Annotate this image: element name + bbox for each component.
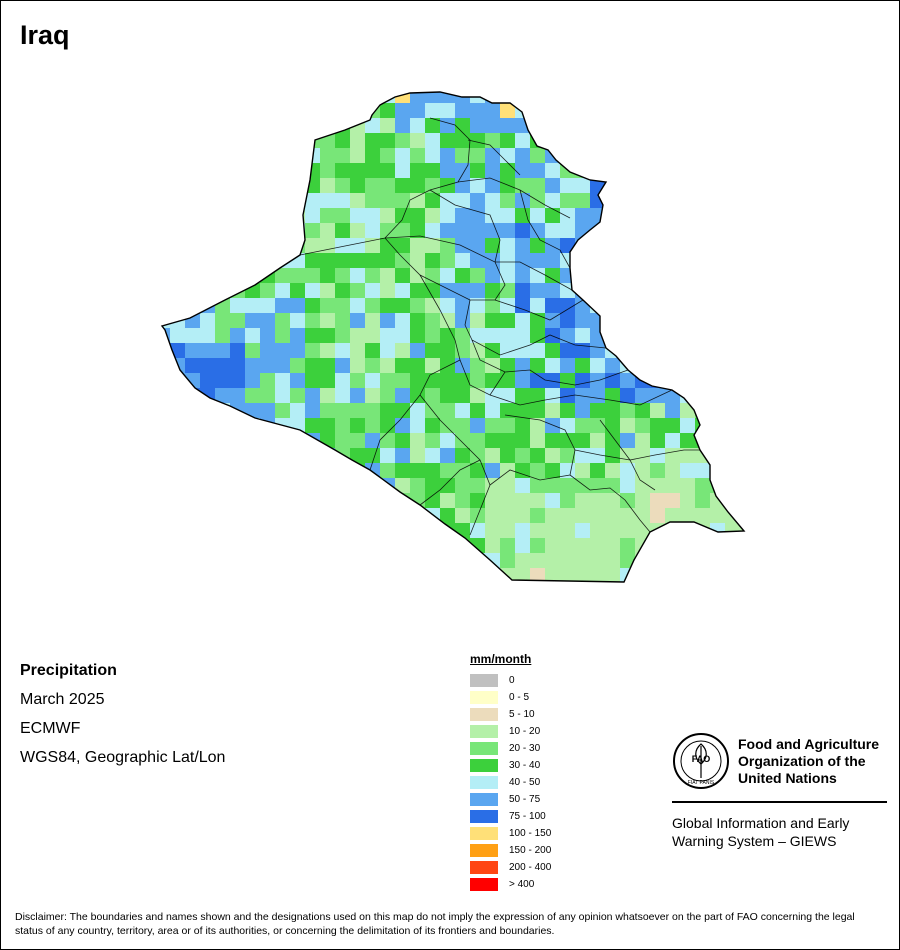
logo-text: FAO (692, 754, 711, 764)
legend-item: 20 - 30 (470, 740, 551, 757)
map-info: Precipitation March 2025 ECMWF WGS84, Ge… (20, 656, 225, 772)
org-line-2: Organization of the (738, 753, 866, 769)
system-line-1: Global Information and Early (672, 815, 850, 831)
legend-swatch (470, 861, 498, 874)
org-line-1: Food and Agriculture (738, 736, 880, 752)
legend-swatch (470, 793, 498, 806)
logo-motto: FIAT PANIS (688, 780, 715, 786)
system-name: Global Information and Early Warning Sys… (672, 814, 849, 850)
legend-label: 0 - 5 (509, 692, 530, 703)
legend-item: > 400 (470, 876, 551, 893)
org-line-3: United Nations (738, 770, 837, 786)
legend-classes: 0 0 - 5 5 - 10 10 - 20 20 - 30 30 - 40 40 - 50… (470, 672, 551, 893)
precipitation-grid (162, 92, 744, 582)
map-title: Iraq (20, 20, 70, 50)
source-label: ECMWF (20, 720, 81, 737)
legend-swatch (470, 674, 498, 687)
legend-label: 200 - 400 (509, 862, 552, 873)
legend-item: 50 - 75 (470, 791, 551, 808)
legend-label: > 400 (509, 879, 535, 890)
divider (672, 801, 887, 803)
disclaimer: Disclaimer: The boundaries and names sho… (15, 911, 855, 937)
legend-swatch (470, 844, 498, 857)
legend-label: 0 (509, 675, 515, 686)
organization-name: Food and Agriculture Organization of the… (738, 736, 879, 787)
system-line-2: Warning System – GIEWS (672, 833, 837, 849)
legend-label: 50 - 75 (509, 794, 541, 805)
legend-swatch (470, 810, 498, 823)
legend-item: 40 - 50 (470, 774, 551, 791)
legend-label: 40 - 50 (509, 777, 541, 788)
legend-item: 200 - 400 (470, 859, 551, 876)
legend-swatch (470, 827, 498, 840)
legend-label: 10 - 20 (509, 726, 541, 737)
legend-item: 5 - 10 (470, 706, 551, 723)
legend-swatch (470, 708, 498, 721)
variable-label: Precipitation (20, 662, 117, 679)
legend-swatch (470, 691, 498, 704)
legend-item: 100 - 150 (470, 825, 551, 842)
legend-item: 10 - 20 (470, 723, 551, 740)
legend-item: 30 - 40 (470, 757, 551, 774)
legend-item: 0 - 5 (470, 689, 551, 706)
legend-label: 100 - 150 (509, 828, 552, 839)
period-label: March 2025 (20, 691, 105, 708)
legend-swatch (470, 759, 498, 772)
province-boundaries (299, 117, 700, 536)
legend-swatch (470, 725, 498, 738)
legend-unit: mm/month (470, 652, 532, 666)
legend-swatch (470, 878, 498, 891)
legend: mm/month 0 0 - 5 5 - 10 10 - 20 20 - 30 30 - … (470, 652, 551, 893)
legend-swatch (470, 742, 498, 755)
precipitation-map (161, 91, 745, 583)
projection-label: WGS84, Geographic Lat/Lon (20, 749, 226, 766)
legend-label: 150 - 200 (509, 845, 552, 856)
legend-item: 75 - 100 (470, 808, 551, 825)
legend-label: 75 - 100 (509, 811, 546, 822)
fao-logo-icon: FAO FIAT PANIS (673, 733, 729, 789)
legend-label: 30 - 40 (509, 760, 541, 771)
legend-item: 150 - 200 (470, 842, 551, 859)
legend-label: 5 - 10 (509, 709, 535, 720)
legend-label: 20 - 30 (509, 743, 541, 754)
legend-swatch (470, 776, 498, 789)
legend-item: 0 (470, 672, 551, 689)
